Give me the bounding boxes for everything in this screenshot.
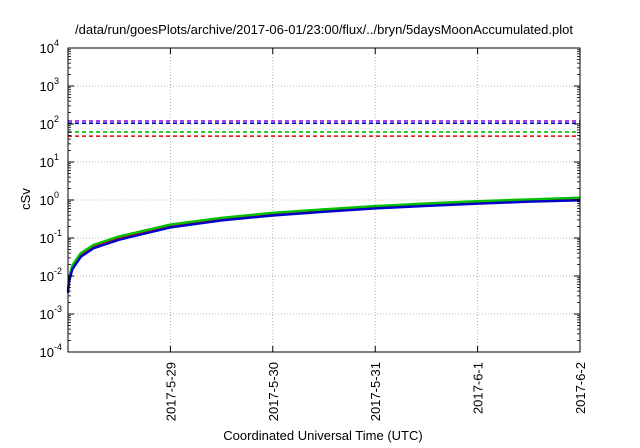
- x-tick-labels: 2017-5-29 2017-5-30 2017-5-31 2017-6-1 2017-…: [163, 362, 588, 421]
- y-axis-label: cSv: [18, 188, 33, 210]
- x-tick-label: 2017-5-31: [368, 362, 383, 421]
- series-lines: [66, 196, 581, 294]
- series-line: [66, 199, 581, 294]
- y-tick-base: 10: [40, 79, 54, 94]
- x-tick-label: 2017-6-1: [471, 362, 486, 414]
- threshold-lines: [68, 120, 580, 137]
- y-tick-base: 10: [40, 269, 54, 284]
- x-axis-label: Coordinated Universal Time (UTC): [223, 428, 422, 443]
- y-tick-base: 10: [40, 307, 54, 322]
- y-tick-base: 10: [40, 231, 54, 246]
- y-tick-exponent: 1: [54, 152, 59, 162]
- y-tick-label: 10 -1: [40, 228, 62, 246]
- x-tick-label: 2017-5-29: [163, 362, 178, 421]
- y-tick-base: 10: [40, 117, 54, 132]
- x-tick-label: 2017-5-30: [266, 362, 281, 421]
- y-tick-label: 10 -3: [40, 304, 62, 322]
- y-tick-label: 10 -4: [40, 342, 62, 360]
- y-tick-exponent: 3: [54, 76, 59, 86]
- y-tick-label: 10 1: [40, 152, 59, 170]
- y-tick-base: 10: [40, 41, 54, 56]
- y-tick-label: 10 2: [40, 114, 59, 132]
- y-tick-exponent: 2: [54, 114, 59, 124]
- y-tick-exponent: -4: [54, 342, 62, 352]
- ticks: [68, 47, 581, 353]
- y-tick-label: 10 4: [40, 38, 59, 56]
- y-tick-base: 10: [40, 345, 54, 360]
- chart-title: /data/run/goesPlots/archive/2017-06-01/2…: [75, 22, 573, 37]
- y-tick-exponent: -1: [54, 228, 62, 238]
- y-tick-label: 10 0: [40, 190, 59, 208]
- y-tick-exponent: 4: [54, 38, 59, 48]
- y-tick-exponent: -2: [54, 266, 62, 276]
- y-tick-base: 10: [40, 193, 54, 208]
- y-tick-exponent: -3: [54, 304, 62, 314]
- series-line: [66, 196, 581, 290]
- y-tick-base: 10: [40, 155, 54, 170]
- y-tick-label: 10 3: [40, 76, 59, 94]
- y-tick-label: 10 -2: [40, 266, 62, 284]
- x-tick-label: 2017-6-2: [573, 362, 588, 414]
- y-tick-exponent: 0: [54, 190, 59, 200]
